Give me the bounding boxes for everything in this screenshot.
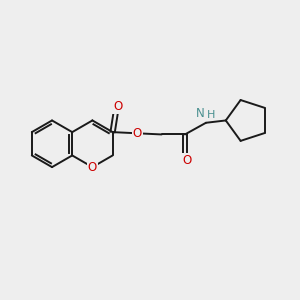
Text: N: N	[196, 107, 205, 120]
Text: O: O	[133, 127, 142, 140]
Text: O: O	[182, 154, 191, 167]
Text: O: O	[88, 160, 97, 174]
Text: O: O	[113, 100, 122, 113]
Text: H: H	[207, 110, 216, 120]
